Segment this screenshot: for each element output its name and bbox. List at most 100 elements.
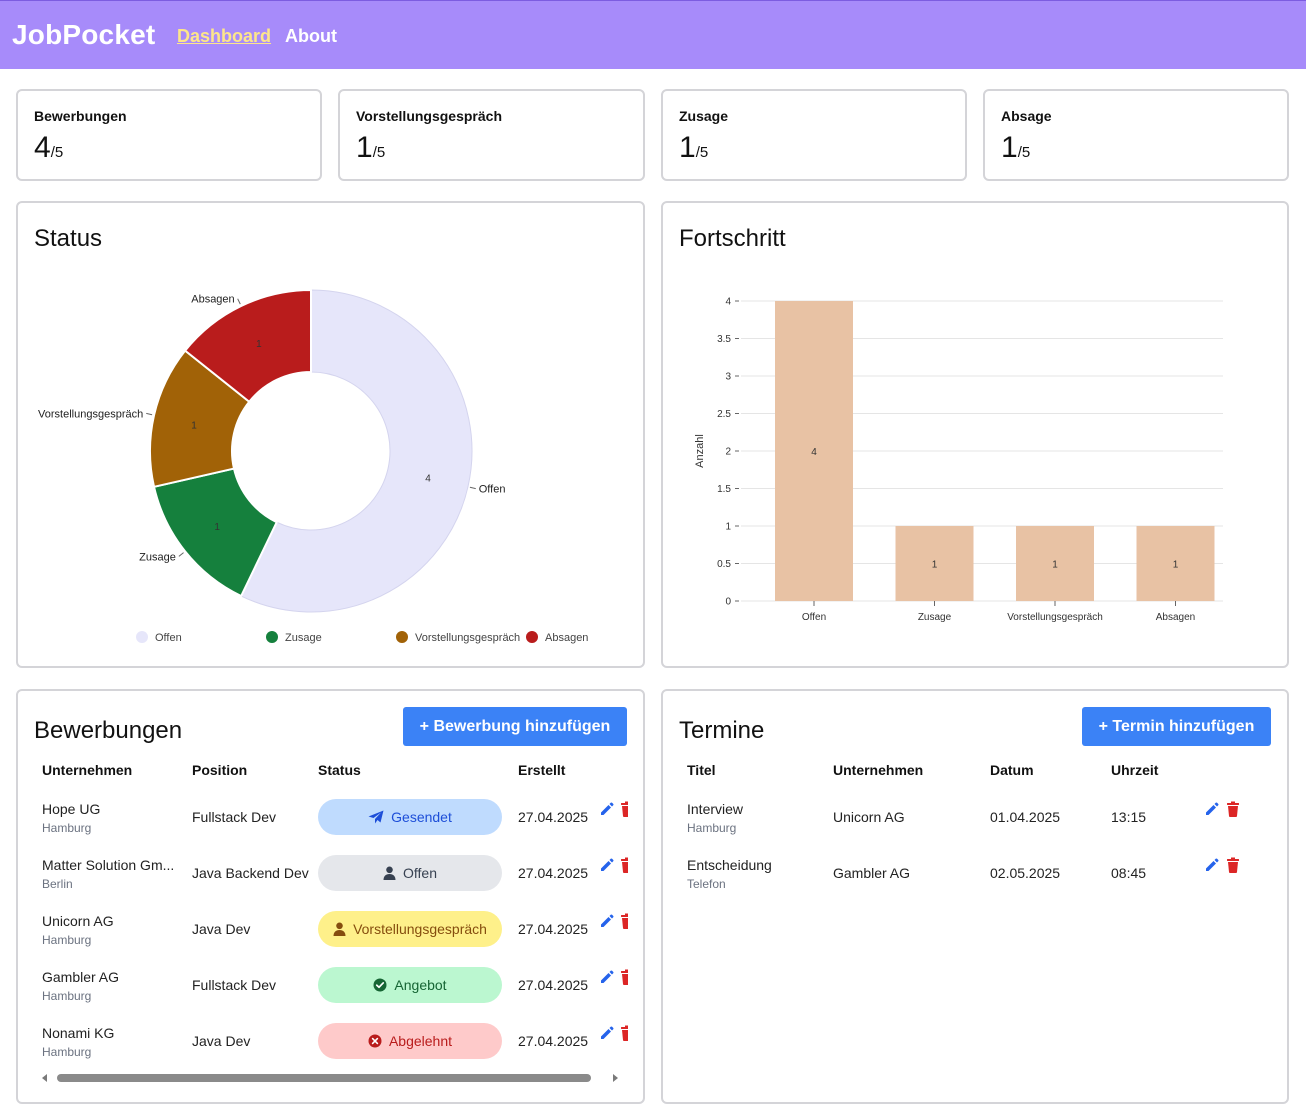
x-tick-label: Absagen — [1156, 612, 1195, 623]
col-header-company[interactable]: Unternehmen — [833, 762, 924, 778]
applications-title: Bewerbungen — [34, 717, 183, 744]
legend-label: Absagen — [545, 632, 588, 644]
status-badge[interactable]: Angebot — [318, 967, 502, 1003]
company-city: Berlin — [42, 877, 73, 891]
legend-label: Vorstellungsgespräch — [415, 632, 520, 644]
trash-icon[interactable] — [620, 913, 628, 931]
col-header-date[interactable]: Datum — [990, 762, 1034, 778]
col-header-position[interactable]: Position — [192, 762, 248, 778]
legend-item-absagen[interactable]: Absagen — [526, 631, 588, 644]
legend-item-offen[interactable]: Offen — [136, 631, 182, 644]
donut-leader-line — [178, 552, 184, 557]
x-tick-label: Zusage — [918, 612, 952, 623]
status-badge[interactable]: Offen — [318, 855, 502, 891]
stat-value: 4/5 — [34, 131, 63, 165]
legend-swatch — [526, 631, 538, 643]
appointment-company: Unicorn AG — [833, 809, 905, 825]
created-date: 27.04.2025 — [518, 921, 589, 937]
stat-count: 1 — [679, 131, 696, 164]
bar-zusage[interactable] — [895, 526, 974, 601]
pencil-icon[interactable] — [599, 913, 617, 931]
col-header-title[interactable]: Titel — [687, 762, 716, 778]
scroll-left-arrow-icon[interactable] — [40, 1073, 50, 1083]
stat-count: 1 — [356, 131, 373, 164]
bar-offen[interactable] — [775, 301, 853, 601]
legend-label: Zusage — [285, 632, 322, 644]
user-icon — [333, 922, 353, 936]
trash-icon[interactable] — [620, 857, 628, 875]
status-label: Gesendet — [391, 809, 452, 825]
trash-icon[interactable] — [620, 969, 628, 987]
status-badge[interactable]: Abgelehnt — [318, 1023, 502, 1059]
donut-value-label: 4 — [425, 474, 431, 485]
trash-icon[interactable] — [620, 1025, 628, 1043]
company-city: Hamburg — [42, 933, 92, 947]
appointment-time: 13:15 — [1111, 809, 1147, 825]
legend-label: Offen — [155, 632, 182, 644]
scroll-right-arrow-icon[interactable] — [610, 1073, 620, 1083]
donut-slice-absagen[interactable] — [184, 289, 312, 403]
stat-total: /5 — [372, 144, 386, 161]
position: Fullstack Dev — [192, 977, 277, 993]
appointment-time: 08:45 — [1111, 865, 1147, 881]
bar-value-label: 1 — [1173, 560, 1179, 571]
stat-total: /5 — [50, 144, 64, 161]
scrollbar-thumb[interactable] — [57, 1074, 591, 1082]
donut-slice-offen[interactable] — [240, 289, 473, 613]
trash-icon[interactable] — [1226, 801, 1244, 819]
appointment-subtitle: Hamburg — [687, 821, 737, 835]
col-header-company[interactable]: Unternehmen — [42, 762, 133, 778]
bar-vorstellungsgespräch[interactable] — [1016, 526, 1094, 601]
pencil-icon[interactable] — [1204, 801, 1222, 819]
status-chart-title: Status — [34, 225, 103, 252]
appointment-title: Interview — [687, 801, 744, 817]
status-chart-card: Status 4 Offen 1 Zusage 1 Vorstellungsgespräc… — [16, 201, 645, 668]
status-badge[interactable]: Gesendet — [318, 799, 502, 835]
status-badge[interactable]: Vorstellungsgespräch — [318, 911, 502, 947]
appointments-title: Termine — [679, 717, 765, 744]
legend-swatch — [136, 631, 148, 643]
add-application-button[interactable]: + Bewerbung hinzufügen — [403, 707, 627, 746]
legend-swatch — [266, 631, 278, 643]
col-header-created[interactable]: Erstellt — [518, 762, 566, 778]
donut-category-label: Offen — [479, 484, 506, 496]
donut-value-label: 1 — [191, 420, 197, 431]
pencil-icon[interactable] — [599, 801, 617, 819]
donut-category-label: Zusage — [139, 551, 176, 563]
legend-item-zusage[interactable]: Zusage — [266, 631, 322, 644]
progress-chart-title: Fortschritt — [679, 225, 786, 252]
donut-leader-line — [469, 486, 476, 490]
stat-label: Absage — [1001, 108, 1052, 124]
created-date: 27.04.2025 — [518, 809, 589, 825]
trash-icon[interactable] — [1226, 857, 1244, 875]
y-axis-label: Anzahl — [694, 434, 706, 468]
trash-icon[interactable] — [620, 801, 628, 819]
pencil-icon[interactable] — [599, 857, 617, 875]
check-circle-icon — [373, 978, 394, 992]
col-header-status[interactable]: Status — [318, 762, 361, 778]
x-circle-icon — [368, 1034, 389, 1048]
pencil-icon[interactable] — [599, 969, 617, 987]
company-name: Unicorn AG — [42, 913, 114, 929]
company-city: Hamburg — [42, 989, 92, 1003]
horizontal-scrollbar[interactable] — [40, 1072, 622, 1084]
pencil-icon[interactable] — [599, 1025, 617, 1043]
appointment-date: 01.04.2025 — [990, 809, 1061, 825]
nav-link-about[interactable]: About — [285, 26, 337, 46]
user-icon — [383, 866, 403, 880]
legend-item-vorstellungsgespräch[interactable]: Vorstellungsgespräch — [396, 631, 520, 644]
add-appointment-button[interactable]: + Termin hinzufügen — [1082, 707, 1271, 746]
col-header-time[interactable]: Uhrzeit — [1111, 762, 1159, 778]
position: Java Backend Dev — [192, 865, 309, 881]
position: Fullstack Dev — [192, 809, 277, 825]
donut-leader-line — [146, 412, 153, 416]
brand-logo[interactable]: JobPocket — [12, 19, 156, 50]
stat-card-interviews: Vorstellungsgespräch 1/5 — [338, 89, 645, 181]
status-label: Vorstellungsgespräch — [353, 921, 487, 937]
bar-absagen[interactable] — [1136, 526, 1215, 601]
nav-link-dashboard[interactable]: Dashboard — [177, 26, 272, 46]
pencil-icon[interactable] — [1204, 857, 1222, 875]
stat-card-rejections: Absage 1/5 — [983, 89, 1289, 181]
position: Java Dev — [192, 921, 251, 937]
bar-value-label: 1 — [932, 560, 938, 571]
